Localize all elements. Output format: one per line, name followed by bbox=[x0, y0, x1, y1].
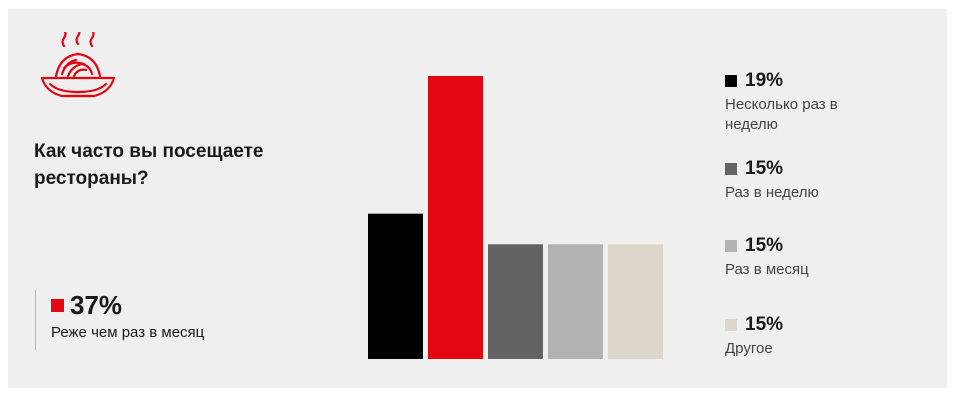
legend-item: 19% Несколько раз в неделю bbox=[725, 70, 925, 135]
legend-label: Другое bbox=[725, 340, 773, 357]
legend-label: Раз в месяц bbox=[725, 261, 809, 278]
legend-percent: 15% bbox=[745, 314, 784, 335]
legend-swatch bbox=[725, 319, 737, 331]
bar-4 bbox=[548, 244, 603, 359]
legend-item: 15% Раз в месяц bbox=[725, 235, 925, 280]
legend-percent: 19% bbox=[745, 70, 784, 91]
bar-3 bbox=[488, 244, 543, 359]
highlight-swatch bbox=[51, 298, 64, 312]
bar-1 bbox=[368, 213, 423, 359]
legend-item: 15% Другое bbox=[725, 314, 925, 359]
highlight-percent: 37% bbox=[70, 290, 123, 320]
chart-title: Как часто вы посещаете рестораны? bbox=[34, 141, 264, 189]
legend-percent: 15% bbox=[745, 235, 784, 256]
highlight-stat: 37% Реже чем раз в месяц bbox=[35, 290, 204, 350]
legend-percent: 15% bbox=[745, 158, 784, 179]
legend-label: Раз в неделю bbox=[725, 184, 819, 201]
legend-swatch bbox=[725, 163, 737, 175]
legend-swatch bbox=[725, 75, 737, 87]
legend-swatch bbox=[725, 240, 737, 252]
legend-item: 15% Раз в неделю bbox=[725, 158, 925, 203]
bar-5 bbox=[608, 244, 663, 359]
spaghetti-plate-icon bbox=[40, 32, 116, 98]
highlight-label: Реже чем раз в месяц bbox=[51, 324, 205, 341]
legend-label: Несколько раз в неделю bbox=[725, 96, 838, 133]
bar-2 bbox=[428, 76, 483, 359]
